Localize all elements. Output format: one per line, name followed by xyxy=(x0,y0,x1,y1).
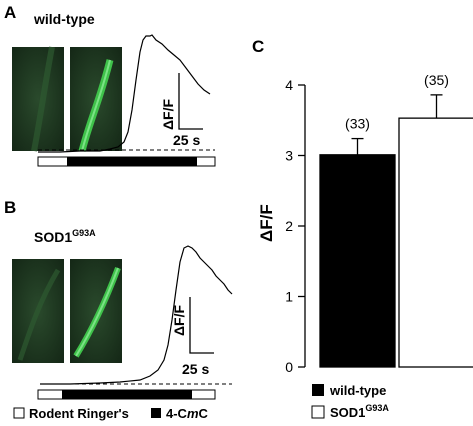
y-tick-label: 3 xyxy=(285,148,293,164)
panel-b-stim-bar xyxy=(37,389,216,400)
panel-b-micrograph-after xyxy=(70,259,122,363)
panel-a-micrograph-before xyxy=(12,46,64,152)
panel-a-condition: wild-type xyxy=(33,11,95,27)
panel-a-scale-x-label: 25 s xyxy=(173,132,200,148)
y-tick-label: 0 xyxy=(285,359,293,375)
panel-a-letter: A xyxy=(4,3,16,22)
y-tick-label: 4 xyxy=(285,77,293,93)
y-axis-label: ΔF/F xyxy=(257,204,276,242)
panel-a-calcium-trace xyxy=(38,34,215,153)
y-tick-label: 2 xyxy=(285,218,293,234)
y-tick-label: 1 xyxy=(285,289,293,305)
bar-wild-type xyxy=(319,154,396,368)
panel-a-micrograph-after xyxy=(70,47,122,152)
panel-b-scale-x-label: 25 s xyxy=(182,361,209,377)
panel-a-scale-y-label: ΔF/F xyxy=(160,98,176,130)
n-label: (35) xyxy=(424,72,449,88)
ringer-swatch xyxy=(13,407,25,419)
drug-label: 4-CmC xyxy=(166,406,209,421)
n-label: (33) xyxy=(345,116,370,132)
panel-c-letter: C xyxy=(252,37,264,56)
stim-legend: Rodent Ringer's 4-CmC xyxy=(13,406,209,421)
panel-b-scale-y-label: ΔF/F xyxy=(171,304,187,336)
bar-chart: 0 1 2 3 4 (33) (35) ΔF/F xyxy=(257,72,473,375)
legend-wt-label: wild-type xyxy=(329,383,386,398)
panel-a-stim-bar xyxy=(37,156,216,167)
legend-mut-swatch xyxy=(311,405,325,419)
panel-b-condition: SOD1G93A xyxy=(34,228,96,245)
legend-wt-swatch xyxy=(312,384,324,396)
panel-b-calcium-trace xyxy=(40,245,233,385)
panel-b-scale-bar: ΔF/F 25 s xyxy=(171,297,214,377)
drug-swatch xyxy=(151,408,161,418)
ringer-label: Rodent Ringer's xyxy=(29,406,129,421)
chart-legend: wild-type SOD1G93A xyxy=(311,383,389,420)
panel-b-micrograph-before xyxy=(12,259,64,363)
legend-mut-label: SOD1G93A xyxy=(330,403,389,420)
panel-a-scale-bar: ΔF/F 25 s xyxy=(160,73,203,148)
bar-sod1-g93a xyxy=(398,117,473,368)
panel-b-letter: B xyxy=(4,198,16,217)
